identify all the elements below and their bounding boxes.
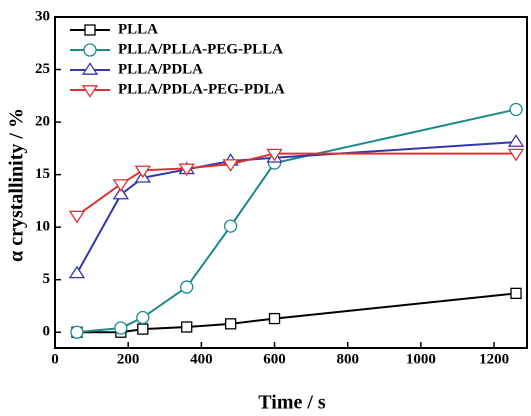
x-tick-label: 1000 — [406, 351, 436, 367]
marker — [136, 310, 150, 325]
marker — [181, 321, 193, 333]
series-line — [76, 152, 517, 217]
legend-text: PLLA/PDLA-PEG-PDLA — [118, 81, 285, 97]
marker — [222, 159, 239, 172]
marker — [114, 321, 128, 335]
marker — [507, 134, 525, 147]
legend-text: PLLA — [118, 21, 158, 37]
marker — [510, 287, 522, 300]
y-tick-label: 20 — [35, 114, 50, 130]
x-tick-label: 200 — [117, 351, 140, 367]
x-tick-label: 600 — [263, 351, 286, 367]
x-tick-label: 400 — [190, 351, 213, 367]
marker — [180, 280, 194, 294]
y-tick-label: 15 — [35, 166, 50, 182]
x-tick-label: 800 — [336, 351, 359, 367]
y-tick-label: 5 — [43, 271, 51, 287]
marker — [112, 186, 130, 200]
marker — [134, 165, 152, 179]
marker — [137, 323, 149, 335]
marker — [68, 265, 86, 279]
marker — [112, 179, 130, 192]
y-axis-label: α crystallinity / % — [6, 108, 28, 262]
marker — [223, 219, 238, 233]
y-tick-label: 30 — [35, 8, 50, 24]
marker — [68, 210, 86, 224]
marker — [266, 148, 283, 162]
x-axis-label: Time / s — [258, 392, 326, 414]
marker — [509, 102, 523, 117]
marker — [70, 325, 84, 339]
series-line — [76, 108, 517, 334]
plot-frame — [54, 16, 528, 349]
x-tick-label: 1200 — [479, 351, 509, 367]
legend-marker — [83, 43, 97, 57]
marker — [178, 163, 195, 177]
marker — [507, 148, 525, 162]
legend-text: PLLA/PLLA-PEG-PLLA — [118, 41, 283, 57]
series-line — [76, 141, 517, 274]
legend-text: PLLA/PDLA — [118, 61, 203, 77]
legend-marker — [84, 24, 96, 36]
y-tick-label: 10 — [35, 219, 50, 235]
x-tick-label: 0 — [51, 351, 59, 367]
y-tick-label: 25 — [35, 61, 50, 77]
marker — [268, 312, 281, 325]
y-tick-label: 0 — [43, 324, 51, 340]
legend-marker — [81, 85, 99, 98]
marker — [224, 318, 237, 330]
legend-marker — [81, 62, 99, 75]
